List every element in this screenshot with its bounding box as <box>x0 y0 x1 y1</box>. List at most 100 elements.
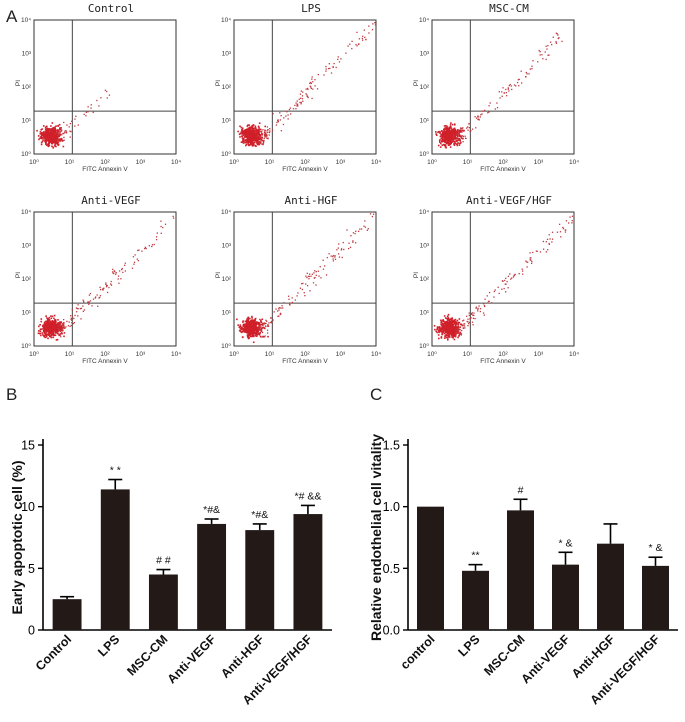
flow-x-tick: 10⁰ <box>29 351 39 358</box>
category-label: Anti-HGF <box>218 632 267 681</box>
significance-label: * & <box>558 537 572 549</box>
y-tick-label: 15 <box>21 439 35 453</box>
flow-events <box>237 22 377 148</box>
flow-x-tick: 10³ <box>136 351 146 358</box>
flow-plot-frame <box>233 211 377 347</box>
flow-y-tick: 10² <box>22 276 32 283</box>
flow-y-tick: 10⁰ <box>419 343 429 350</box>
bar <box>462 570 489 630</box>
flow-y-tick: 10⁰ <box>419 151 429 158</box>
significance-label: # <box>518 484 524 496</box>
panel-label-b: B <box>6 385 17 404</box>
flow-y-tick: 10⁰ <box>221 343 231 350</box>
flow-y-tick: 10³ <box>420 243 430 250</box>
flow-plot-frame <box>431 211 575 347</box>
significance-label: *# && <box>294 490 321 502</box>
flow-panel-title: Anti-VEGF/HGF <box>466 194 552 207</box>
flow-y-axis-label: PI <box>215 80 222 86</box>
y-tick-label: 0.5 <box>383 562 400 576</box>
flow-y-tick: 10⁴ <box>419 17 429 24</box>
flow-x-axis-label: FITC Annexin V <box>480 358 526 365</box>
flow-events <box>435 32 563 149</box>
flow-x-tick: 10² <box>300 351 310 358</box>
category-label: control <box>398 632 438 672</box>
flow-x-tick: 10⁰ <box>427 159 437 166</box>
flow-y-axis-label: PI <box>413 80 420 86</box>
flow-y-tick: 10⁴ <box>221 209 231 216</box>
flow-x-tick: 10² <box>300 159 310 166</box>
flow-x-axis-label: FITC Annexin V <box>480 166 526 173</box>
flow-y-tick: 10¹ <box>420 118 430 125</box>
flow-x-tick: 10⁰ <box>229 159 239 166</box>
significance-label: *#& <box>251 509 268 521</box>
category-label: LPS <box>95 632 122 659</box>
flow-y-tick: 10⁰ <box>21 343 31 350</box>
flow-y-tick: 10⁰ <box>221 151 231 158</box>
flow-x-tick: 10⁴ <box>371 351 381 358</box>
flow-x-tick: 10⁴ <box>371 159 381 166</box>
bar <box>197 523 227 630</box>
flow-x-tick: 10² <box>498 159 508 166</box>
category-label: LPS <box>456 632 483 659</box>
bar <box>417 506 444 630</box>
significance-label: ** <box>471 550 479 562</box>
flow-panel-title: LPS <box>301 2 321 15</box>
flow-x-tick: 10³ <box>336 351 346 358</box>
y-tick-label: 5 <box>28 562 35 576</box>
flow-y-tick: 10¹ <box>22 310 32 317</box>
flow-y-tick: 10⁴ <box>21 17 31 24</box>
flow-x-tick: 10⁴ <box>569 159 579 166</box>
bar <box>552 564 579 630</box>
flow-plot-frame <box>33 211 177 347</box>
flow-x-tick: 10¹ <box>463 351 473 358</box>
bar <box>52 599 82 630</box>
flow-x-tick: 10¹ <box>265 351 275 358</box>
bar <box>597 543 624 630</box>
flow-plot-frame <box>233 19 377 155</box>
flow-x-axis-label: FITC Annexin V <box>282 358 328 365</box>
flow-x-tick: 10² <box>498 351 508 358</box>
flow-y-tick: 10¹ <box>420 310 430 317</box>
flow-panel-title: Control <box>88 2 134 15</box>
flow-panel-title: Anti-HGF <box>285 194 338 207</box>
flow-x-tick: 10⁰ <box>229 351 239 358</box>
significance-label: * & <box>648 542 662 554</box>
flow-y-tick: 10¹ <box>22 118 32 125</box>
flow-plot-frame <box>33 19 177 155</box>
flow-x-tick: 10³ <box>136 159 146 166</box>
category-label: MSC-CM <box>481 632 527 678</box>
y-tick-label: 0.0 <box>383 624 400 638</box>
flow-y-tick: 10² <box>222 276 232 283</box>
flow-y-tick: 10³ <box>222 243 232 250</box>
y-tick-label: 10 <box>21 500 35 514</box>
flow-y-axis-label: PI <box>215 272 222 278</box>
flow-panel-title: MSC-CM <box>489 2 529 15</box>
significance-label: * * <box>110 465 121 477</box>
bar <box>100 489 130 630</box>
bar <box>148 574 178 630</box>
flow-y-axis-label: PI <box>15 272 22 278</box>
flow-y-tick: 10⁴ <box>221 17 231 24</box>
category-label: Anti-VEGF <box>519 632 573 686</box>
flow-y-axis-label: PI <box>413 272 420 278</box>
flow-y-tick: 10² <box>22 84 32 91</box>
panel-label-c: C <box>370 385 382 404</box>
flow-x-axis-label: FITC Annexin V <box>282 166 328 173</box>
bar <box>507 510 534 630</box>
flow-x-tick: 10¹ <box>65 351 75 358</box>
flow-events <box>433 215 574 341</box>
flow-y-axis-label: PI <box>15 80 22 86</box>
flow-y-tick: 10² <box>420 84 430 91</box>
bar-chart-b: 0 5 10 15 Early apoptotic cell (%) Control * *… <box>9 439 332 707</box>
flow-y-tick: 10³ <box>22 243 32 250</box>
flow-x-tick: 10³ <box>336 159 346 166</box>
flow-y-tick: 10² <box>420 276 430 283</box>
flow-y-tick: 10⁰ <box>21 151 31 158</box>
flow-x-tick: 10⁴ <box>569 351 579 358</box>
y-tick-label: 1.0 <box>383 500 400 514</box>
